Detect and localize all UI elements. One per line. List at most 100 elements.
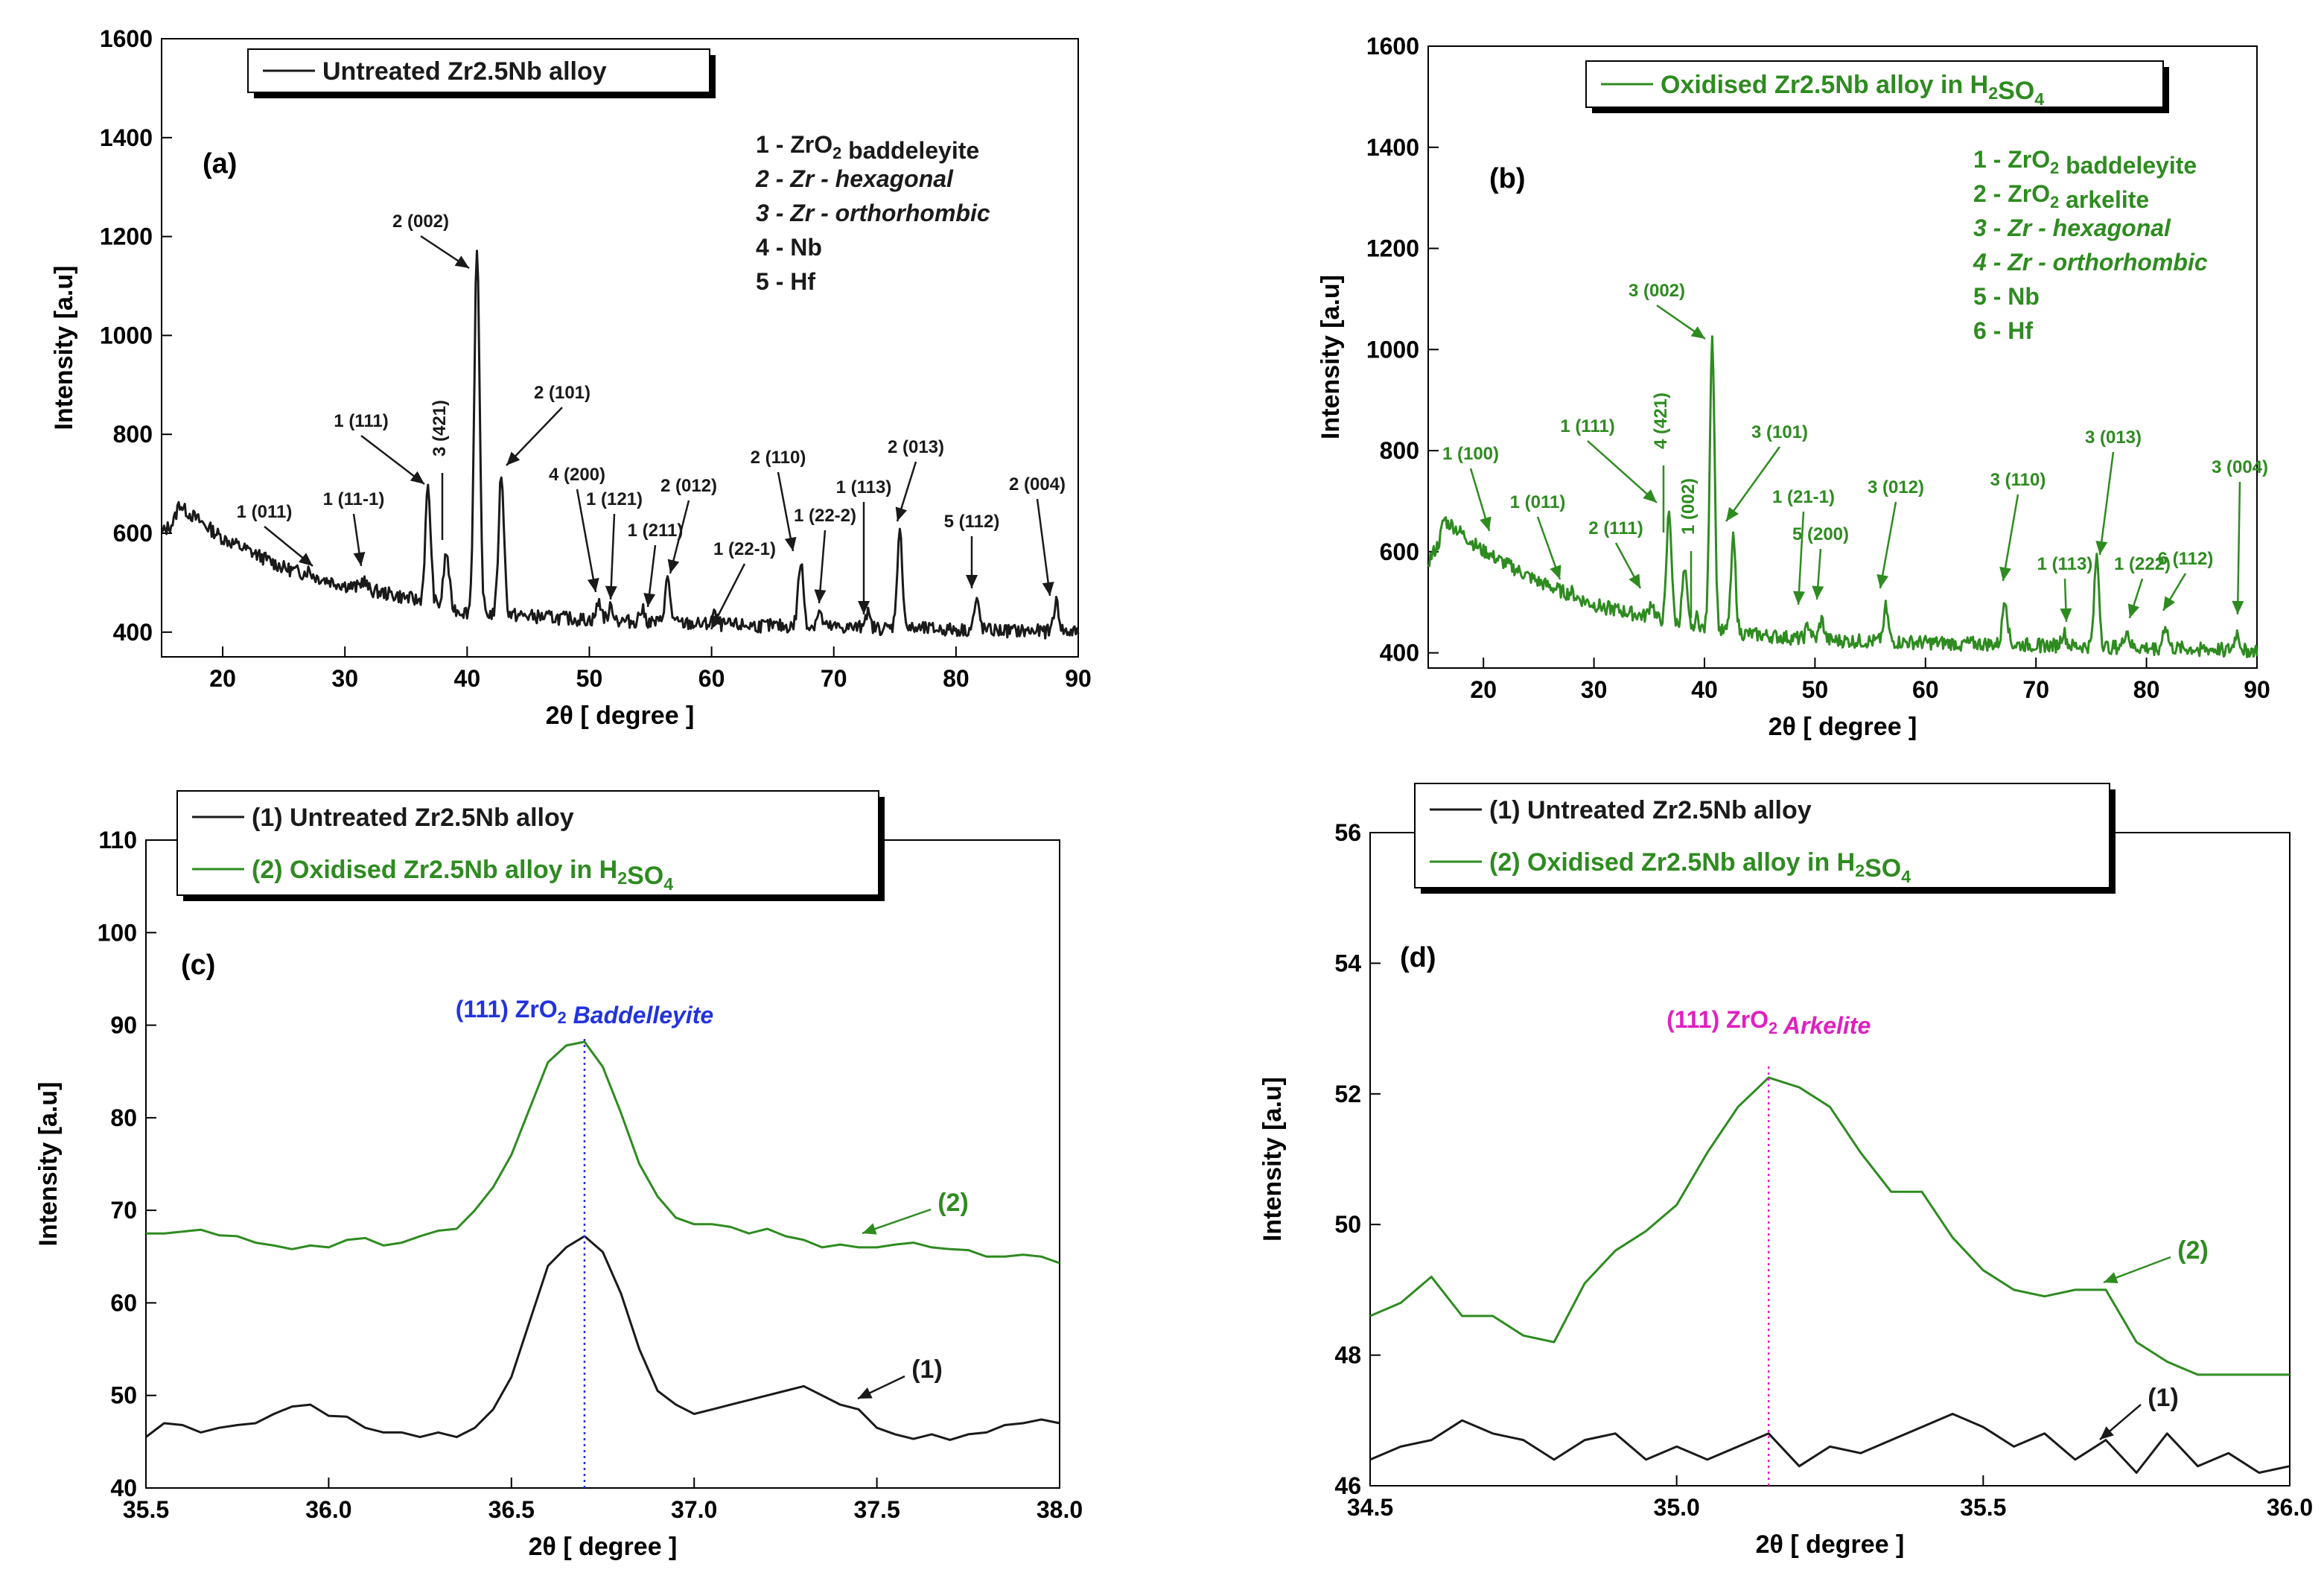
peak-arrow	[1469, 468, 1492, 532]
x-axis-label: 2θ [ degree ]	[1756, 1530, 1905, 1559]
peak-label: 1 (113)	[2037, 554, 2093, 574]
arrow-head	[711, 614, 723, 629]
phase-key-entry: 5 - Nb	[1973, 283, 2040, 310]
arrow-head	[1793, 591, 1805, 605]
peak-label: 3 (013)	[2085, 427, 2142, 448]
arrow-shaft	[506, 407, 563, 466]
y-tick-label: 1000	[100, 322, 153, 349]
arrow-shaft	[609, 513, 616, 600]
y-tick-label: 70	[110, 1197, 137, 1224]
legend-box	[1414, 783, 2110, 888]
curve-label-untreated: (1)	[911, 1355, 943, 1384]
y-tick-label: 800	[113, 421, 153, 448]
peak-arrow	[264, 526, 313, 567]
x-tick-label: 80	[943, 665, 970, 692]
arrow-head	[587, 577, 599, 592]
y-tick-label: 48	[1334, 1342, 1361, 1369]
panel-d: 34.5 35.0 35.5 36.0 46 48 50 52 54 56 2θ [ degree …	[1258, 783, 2313, 1559]
arrow-head	[1042, 582, 1054, 596]
panel-label: (b)	[1489, 163, 1526, 194]
y-tick-label: 1200	[100, 223, 153, 250]
y-tick-label: 50	[1334, 1211, 1361, 1238]
peak-label: 4 (421)	[1651, 392, 1671, 449]
x-tick-label: 70	[821, 665, 847, 692]
peak-arrow	[1725, 446, 1781, 522]
y-tick-label: 60	[110, 1289, 137, 1316]
peak-label: 1 (211)	[628, 521, 684, 541]
peak-arrow	[1656, 304, 1706, 340]
y-tick-label: 1400	[1366, 134, 1419, 161]
phase-key-entry: 2 - Zr - hexagonal	[755, 165, 954, 192]
y-tick-label: 600	[113, 520, 153, 547]
peak-arrow	[576, 489, 599, 593]
peak-arrow	[2095, 451, 2115, 556]
legend-entry: (1) Untreated Zr2.5Nb alloy	[1489, 796, 1812, 824]
peak-arrow	[858, 502, 870, 614]
arrow-shaft	[1725, 446, 1781, 522]
arrow-head	[784, 536, 797, 551]
y-tick-label: 52	[1334, 1081, 1361, 1107]
x-tick-label: 36.0	[2267, 1494, 2313, 1521]
legend-entry: (2) Oxidised Zr2.5Nb alloy in H2SO4	[252, 856, 673, 894]
x-tick-label: 35.0	[1654, 1494, 1700, 1521]
y-tick-label: 80	[110, 1104, 137, 1131]
y-tick-label: 50	[110, 1382, 137, 1409]
y-tick-label: 1400	[100, 124, 153, 151]
arrow-shaft	[2236, 481, 2241, 615]
x-tick-label: 20	[209, 665, 236, 692]
x-tick-label: 36.5	[488, 1496, 535, 1523]
arrow-head	[1876, 573, 1889, 588]
peak-label: 3 (002)	[1629, 281, 1685, 301]
peak-label: 1 (121)	[586, 489, 643, 509]
peak-label: 5 (112)	[944, 512, 1000, 532]
x-tick-label: 37.5	[853, 1496, 900, 1523]
arrow-head	[1690, 326, 1705, 339]
peak-arrow	[2060, 578, 2072, 623]
arrow-head	[605, 585, 617, 600]
plot-frame	[145, 839, 1060, 1489]
peak-arrow	[966, 536, 978, 588]
y-tick-label: 1600	[1366, 33, 1419, 60]
arrow-head	[2095, 541, 2108, 555]
y-tick-label: 1000	[1366, 336, 1419, 363]
peak-label: 2 (002)	[392, 212, 449, 232]
peak-label: 1 (22-2)	[794, 506, 856, 526]
peak-label: 2 (101)	[534, 383, 590, 403]
series-untreated-line	[145, 1235, 1060, 1441]
y-tick-label: 90	[110, 1012, 137, 1039]
curve-label-oxidised: (2)	[937, 1189, 969, 1217]
legend-box	[1585, 60, 2164, 108]
peak-label: 1 (011)	[1510, 492, 1566, 512]
peak-label: 1 (011)	[237, 502, 293, 522]
arrow-head	[895, 506, 908, 521]
phase-key-entry: 3 - Zr - hexagonal	[1973, 214, 2171, 241]
panel-c: 35.5 36.0 36.5 37.0 37.5 38.0 40 50 60 70 80 90 100 1…	[34, 790, 1083, 1561]
y-axis-label: Intensity [a.u]	[34, 1081, 63, 1246]
x-tick-label: 60	[698, 665, 725, 692]
peak-arrow	[1536, 516, 1561, 580]
panel-label: (d)	[1400, 942, 1436, 973]
peak-arrow	[667, 500, 690, 574]
arrow-head	[2232, 600, 2244, 614]
arrow-head	[1550, 565, 1561, 579]
arrow-head	[862, 1223, 877, 1235]
x-axis-label: 2θ [ degree ]	[1769, 713, 1917, 741]
x-tick-label: 35.5	[123, 1496, 169, 1523]
arrow-head	[858, 601, 870, 614]
y-tick-label: 46	[1334, 1472, 1361, 1499]
peak-label: 2 (013)	[888, 437, 944, 457]
peak-arrow	[1812, 548, 1824, 600]
x-tick-label: 38.0	[1037, 1496, 1083, 1523]
phase-key-entry: 1 - ZrO2 baddeleyite	[756, 131, 979, 164]
peak-arrow	[643, 544, 657, 608]
arrow-shaft	[2002, 494, 2019, 582]
y-tick-label: 54	[1334, 950, 1361, 976]
curve-label-arrow	[857, 1375, 905, 1400]
peak-label: 2 (004)	[1009, 474, 1066, 495]
arrow-shaft	[1797, 511, 1805, 605]
y-axis-label: Intensity [a.u]	[1258, 1077, 1287, 1241]
y-tick-label: 600	[1380, 538, 1419, 565]
x-axis-label: 2θ [ degree ]	[546, 702, 695, 730]
curve-label-untreated: (1)	[2148, 1384, 2179, 1412]
arrow-head	[1643, 489, 1657, 503]
